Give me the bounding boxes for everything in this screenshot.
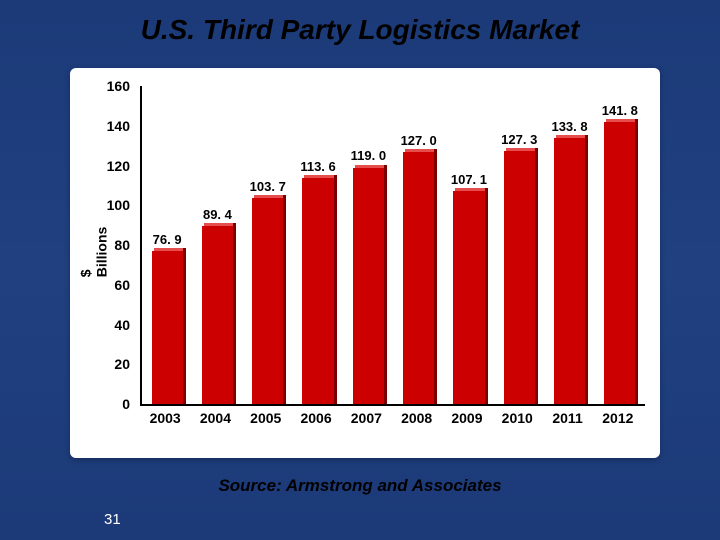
x-tick: 2005: [250, 410, 281, 426]
x-tick: 2004: [200, 410, 231, 426]
x-tick: 2008: [401, 410, 432, 426]
bar-top-edge: [606, 119, 638, 122]
bar-value-label: 141. 8: [602, 103, 638, 118]
bar-value-label: 113. 6: [300, 159, 335, 174]
x-tick: 2003: [150, 410, 181, 426]
chart-title: U.S. Third Party Logistics Market: [0, 14, 720, 46]
bar-side-edge: [585, 135, 588, 404]
plot-area: 76. 9 89. 4 103. 7 113. 6 119. 0 127. 0 107. 1…: [140, 86, 645, 406]
y-tick: 0: [122, 396, 130, 412]
x-tick: 2010: [502, 410, 533, 426]
bar-top-edge: [556, 135, 588, 138]
y-tick: 40: [114, 317, 130, 333]
bar-value-label: 119. 0: [351, 148, 386, 163]
bar-side-edge: [434, 149, 437, 404]
x-tick: 2006: [300, 410, 331, 426]
bar-value-label: 107. 1: [451, 172, 487, 187]
y-tick: 120: [107, 158, 130, 174]
bar: [202, 226, 233, 404]
bar: [504, 151, 535, 404]
bar-side-edge: [183, 248, 186, 404]
bar-side-edge: [384, 165, 387, 405]
bar: [252, 198, 283, 404]
chart-panel: $ Billions 020406080100120140160 76. 989…: [70, 68, 660, 458]
x-tick: 2012: [602, 410, 633, 426]
bar: [453, 191, 484, 404]
bar-side-edge: [233, 223, 236, 404]
bar-top-edge: [506, 148, 538, 151]
y-tick: 140: [107, 118, 130, 134]
slide: U.S. Third Party Logistics Market $ Bill…: [0, 0, 720, 540]
bar-value-label: 103. 7: [250, 179, 286, 194]
bar-top-edge: [355, 165, 387, 168]
y-tick: 160: [107, 78, 130, 94]
y-tick: 80: [114, 237, 130, 253]
bar-top-edge: [154, 248, 186, 251]
bar-side-edge: [283, 195, 286, 404]
y-tick-labels: 020406080100120140160: [70, 86, 136, 406]
bar-value-label: 76. 9: [153, 232, 182, 247]
bar-value-label: 89. 4: [203, 207, 232, 222]
bar-side-edge: [485, 188, 488, 404]
bar-side-edge: [535, 148, 538, 404]
y-tick: 100: [107, 197, 130, 213]
x-tick: 2007: [351, 410, 382, 426]
bar-value-label: 127. 0: [401, 133, 437, 148]
x-tick: 2009: [451, 410, 482, 426]
page-number: 31: [104, 511, 121, 528]
bar: [353, 168, 384, 405]
y-tick: 60: [114, 277, 130, 293]
bar-value-label: 127. 3: [501, 132, 537, 147]
bar-value-label: 133. 8: [551, 119, 587, 134]
bar-top-edge: [204, 223, 236, 226]
bar-top-edge: [304, 175, 336, 178]
source-caption: Source: Armstrong and Associates: [0, 476, 720, 496]
bar-top-edge: [455, 188, 487, 191]
bar-side-edge: [334, 175, 337, 404]
bar: [302, 178, 333, 404]
bar: [604, 122, 635, 404]
bar-group: 76. 9 89. 4 103. 7 113. 6 119. 0 127. 0 107. 1…: [142, 86, 645, 404]
bar: [403, 152, 434, 404]
bar: [152, 251, 183, 404]
y-tick: 20: [114, 356, 130, 372]
x-tick: 2011: [552, 410, 582, 426]
bar-top-edge: [405, 149, 437, 152]
bar-top-edge: [254, 195, 286, 198]
x-tick-labels: 2003 2004 2005 2006 2007 2008 2009 2010 2011 2012: [140, 410, 645, 432]
bar-side-edge: [635, 119, 638, 404]
bar: [554, 138, 585, 404]
